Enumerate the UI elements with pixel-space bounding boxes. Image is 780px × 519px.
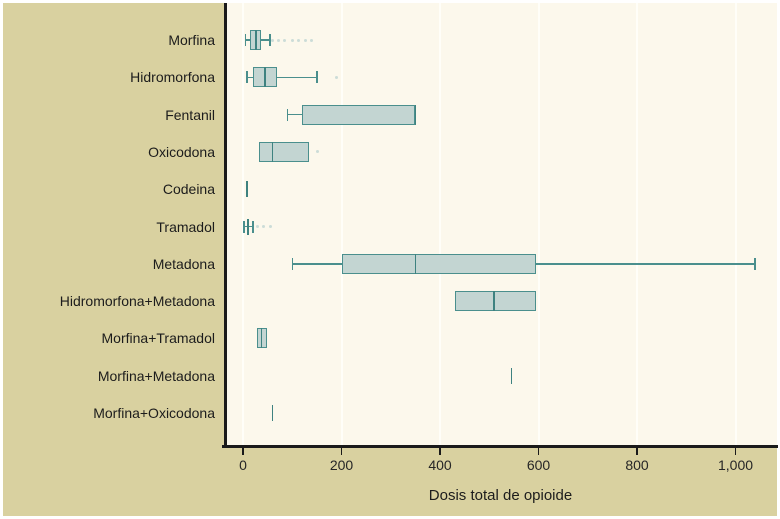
outlier-dot [316,150,320,154]
category-label: Hidromorfona [130,69,215,86]
gridline [537,3,540,445]
whisker-cap-right [754,257,756,270]
median-line [246,181,248,198]
gridline [636,3,638,445]
whisker-right [277,76,317,79]
x-tick [537,447,540,455]
x-tick [242,447,244,455]
whisker-cap-right [316,71,318,84]
x-tick-label: 1,000 [717,457,754,473]
outlier-dot [335,75,339,79]
x-tick-label: 0 [239,457,247,473]
gridline [734,3,737,445]
x-tick-label: 800 [625,457,649,473]
category-label: Hidromorfona+Metadona [59,293,215,310]
median-line [264,67,266,88]
outlier-dot [290,38,294,42]
x-axis-line [222,445,778,448]
box [454,291,537,312]
box [258,141,310,162]
whisker-cap-left [286,108,289,121]
x-tick-label: 400 [428,457,452,473]
plot-area [224,3,777,445]
whisker-cap-left [244,34,247,46]
x-tick [636,447,638,455]
whisker-left [243,225,248,228]
category-label: Codeina [162,181,215,198]
category-label: Tramadol [156,218,215,235]
median-line [271,405,274,421]
gridline [340,3,343,445]
outlier-dot [271,38,275,42]
whisker-left [292,263,342,265]
median-line [247,218,249,235]
outlier-dot [276,38,280,42]
category-label: Metadona [152,255,215,272]
x-tick-label: 200 [329,457,354,473]
whisker-right [260,39,271,41]
outlier-dot [304,38,308,42]
x-tick [340,447,343,455]
whisker-cap-left [291,257,293,270]
median-line [510,367,513,384]
whisker-left [287,113,303,116]
chart-canvas: 0 200 400 600 800 1,000 Morfina Hidromorfona Fen… [3,3,778,516]
gridline [242,3,244,445]
outlier-dot [297,38,301,42]
gridline [439,3,441,445]
whisker-left [246,76,253,79]
x-axis-title: Dosis total de opioide [428,487,573,504]
whisker-right [247,225,253,228]
median-line [414,104,417,125]
median-line [493,291,495,312]
whisker-cap-left [243,220,245,233]
y-axis-line [224,3,227,447]
category-label: Morfina [168,32,215,48]
whisker-cap-left [246,71,248,84]
median-line [260,328,263,349]
category-label: Oxicodona [148,143,215,160]
whisker-right [536,263,756,265]
x-tick [439,447,441,455]
category-label: Morfina+Tramadol [101,330,215,347]
category-label: Fentanil [165,106,215,123]
whisker-cap-right [269,34,271,46]
category-label: Morfina+Oxicodona [93,405,215,421]
category-label: Morfina+Metadona [97,367,215,384]
box [302,104,416,125]
outlier-dot [268,225,272,228]
outlier-dot [256,225,260,228]
median-line [414,253,417,274]
box [341,253,537,274]
outlier-dot [310,38,314,42]
outlier-dot [262,225,266,228]
median-line [271,141,274,162]
whisker-cap-right [252,220,254,233]
x-tick-label: 600 [526,457,551,473]
whisker-left [245,39,250,41]
median-line [255,30,257,50]
outlier-dot [283,38,287,42]
x-tick [734,447,737,455]
